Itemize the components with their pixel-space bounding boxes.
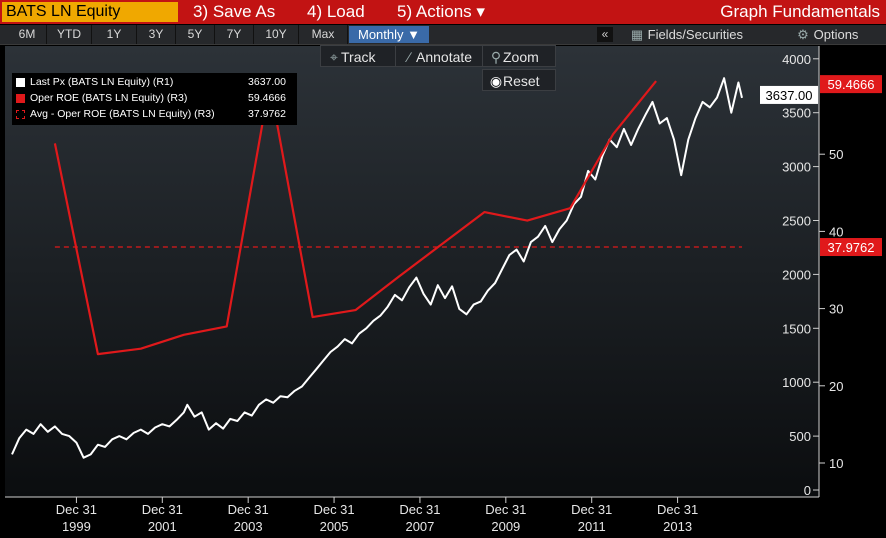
fields-securities-label: Fields/Securities: [647, 27, 743, 42]
r1-tick-label: 3000: [782, 160, 811, 175]
x-tick-label: Dec 31: [571, 502, 612, 517]
legend-label: Avg - Oper ROE (BATS LN Equity) (R3): [30, 108, 215, 120]
actions-menu[interactable]: 5) Actions ▾: [397, 2, 485, 21]
x-tick-label: 2007: [405, 519, 434, 534]
collapse-button[interactable]: «: [597, 27, 613, 42]
avg-roe-label: 37.9762: [828, 240, 875, 255]
x-tick-label: Dec 31: [228, 502, 269, 517]
x-tick-label: 2003: [234, 519, 263, 534]
last-price-label: 3637.00: [766, 88, 813, 103]
r1-tick-label: 0: [804, 483, 811, 498]
legend-swatch: [16, 94, 25, 103]
pencil-icon: ∕: [407, 49, 411, 65]
oper-roe-last-label-box: [820, 75, 882, 94]
legend-value: 3637.00: [248, 76, 286, 88]
legend-item-avg-oper-roe: Avg - Oper ROE (BATS LN Equity) (R3) 37.…: [16, 107, 294, 122]
range-toolbar: 6M YTD 1Y 3Y 5Y 7Y 10Y Max Monthly ▼ « ▦…: [0, 25, 886, 45]
reset-label: Reset: [503, 73, 540, 89]
last-price-line: [11, 77, 743, 459]
legend-swatch: [16, 78, 25, 87]
r1-tick-label: 2500: [782, 214, 811, 229]
r3-tick-label: 20: [829, 379, 843, 394]
legend-swatch: [16, 110, 25, 119]
r3-tick-label: 30: [829, 302, 843, 317]
range-max[interactable]: Max: [299, 25, 348, 44]
zoom-label: Zoom: [503, 49, 539, 65]
track-label: Track: [341, 49, 376, 65]
legend-item-last-px: Last Px (BATS LN Equity) (R1) 3637.00: [16, 75, 294, 90]
r3-tick-label: 10: [829, 456, 843, 471]
r1-tick-label: 3500: [782, 106, 811, 121]
x-tick-label: 2013: [663, 519, 692, 534]
x-tick-label: Dec 31: [142, 502, 183, 517]
ticker-field[interactable]: BATS LN Equity: [2, 2, 178, 22]
oper-roe-line: [53, 80, 657, 356]
range-1y[interactable]: 1Y: [92, 25, 137, 44]
reset-button[interactable]: ◉Reset: [482, 69, 556, 91]
options-button[interactable]: ⚙ Options: [796, 25, 858, 44]
legend-value: 59.4666: [248, 92, 286, 104]
reset-icon: ◉: [489, 73, 503, 89]
save-as-menu[interactable]: 3) Save As: [193, 2, 276, 21]
options-label: Options: [813, 27, 859, 42]
period-dropdown[interactable]: Monthly ▼: [349, 26, 429, 43]
last-price-label-box: [760, 85, 818, 104]
magnifier-icon: ⚲: [490, 49, 502, 65]
r1-tick-label: 1000: [782, 375, 811, 390]
range-ytd[interactable]: YTD: [47, 25, 92, 44]
x-tick-label: 2001: [148, 519, 177, 534]
graph-fundamentals-title: Graph Fundamentals: [720, 2, 880, 21]
r1-tick-label: 2000: [782, 267, 811, 282]
fields-securities-button[interactable]: ▦ Fields/Securities: [630, 25, 743, 44]
legend-value: 37.9762: [248, 108, 286, 120]
crosshair-icon: ⌖: [330, 49, 338, 65]
annotate-button[interactable]: ∕ Annotate: [395, 45, 483, 67]
legend-label: Last Px (BATS LN Equity) (R1): [30, 76, 174, 88]
zoom-button[interactable]: ⚲ Zoom: [482, 45, 556, 67]
x-tick-label: Dec 31: [399, 502, 440, 517]
chart-bars-icon: ▦: [630, 27, 644, 42]
oper-roe-last-label: 59.4666: [828, 77, 875, 92]
r1-tick-label: 4000: [782, 52, 811, 67]
x-tick-label: Dec 31: [485, 502, 526, 517]
x-tick-label: 2009: [491, 519, 520, 534]
gear-icon: ⚙: [797, 27, 809, 42]
legend-item-oper-roe: Oper ROE (BATS LN Equity) (R3) 59.4666: [16, 91, 294, 106]
x-tick-label: 2011: [578, 519, 606, 534]
x-tick-label: 1999: [62, 519, 91, 534]
x-tick-label: 2005: [320, 519, 349, 534]
range-5y[interactable]: 5Y: [176, 25, 215, 44]
legend-label: Oper ROE (BATS LN Equity) (R3): [30, 92, 188, 104]
legend: Last Px (BATS LN Equity) (R1) 3637.00 Op…: [12, 73, 297, 125]
r1-tick-label: 500: [789, 429, 811, 444]
title-bar: BATS LN Equity 3) Save As 4) Load 5) Act…: [0, 0, 886, 24]
range-7y[interactable]: 7Y: [215, 25, 254, 44]
range-10y[interactable]: 10Y: [254, 25, 299, 44]
x-tick-label: Dec 31: [56, 502, 97, 517]
r1-tick-label: 1500: [782, 321, 811, 336]
r3-tick-label: 40: [829, 224, 843, 239]
r3-tick-label: 50: [829, 147, 843, 162]
avg-roe-label-box: [820, 238, 882, 257]
x-tick-label: Dec 31: [313, 502, 354, 517]
annotate-label: Annotate: [416, 49, 473, 65]
load-menu[interactable]: 4) Load: [307, 2, 365, 21]
range-3y[interactable]: 3Y: [137, 25, 176, 44]
range-6m[interactable]: 6M: [8, 25, 47, 44]
x-tick-label: Dec 31: [657, 502, 698, 517]
track-button[interactable]: ⌖ Track: [320, 45, 396, 67]
